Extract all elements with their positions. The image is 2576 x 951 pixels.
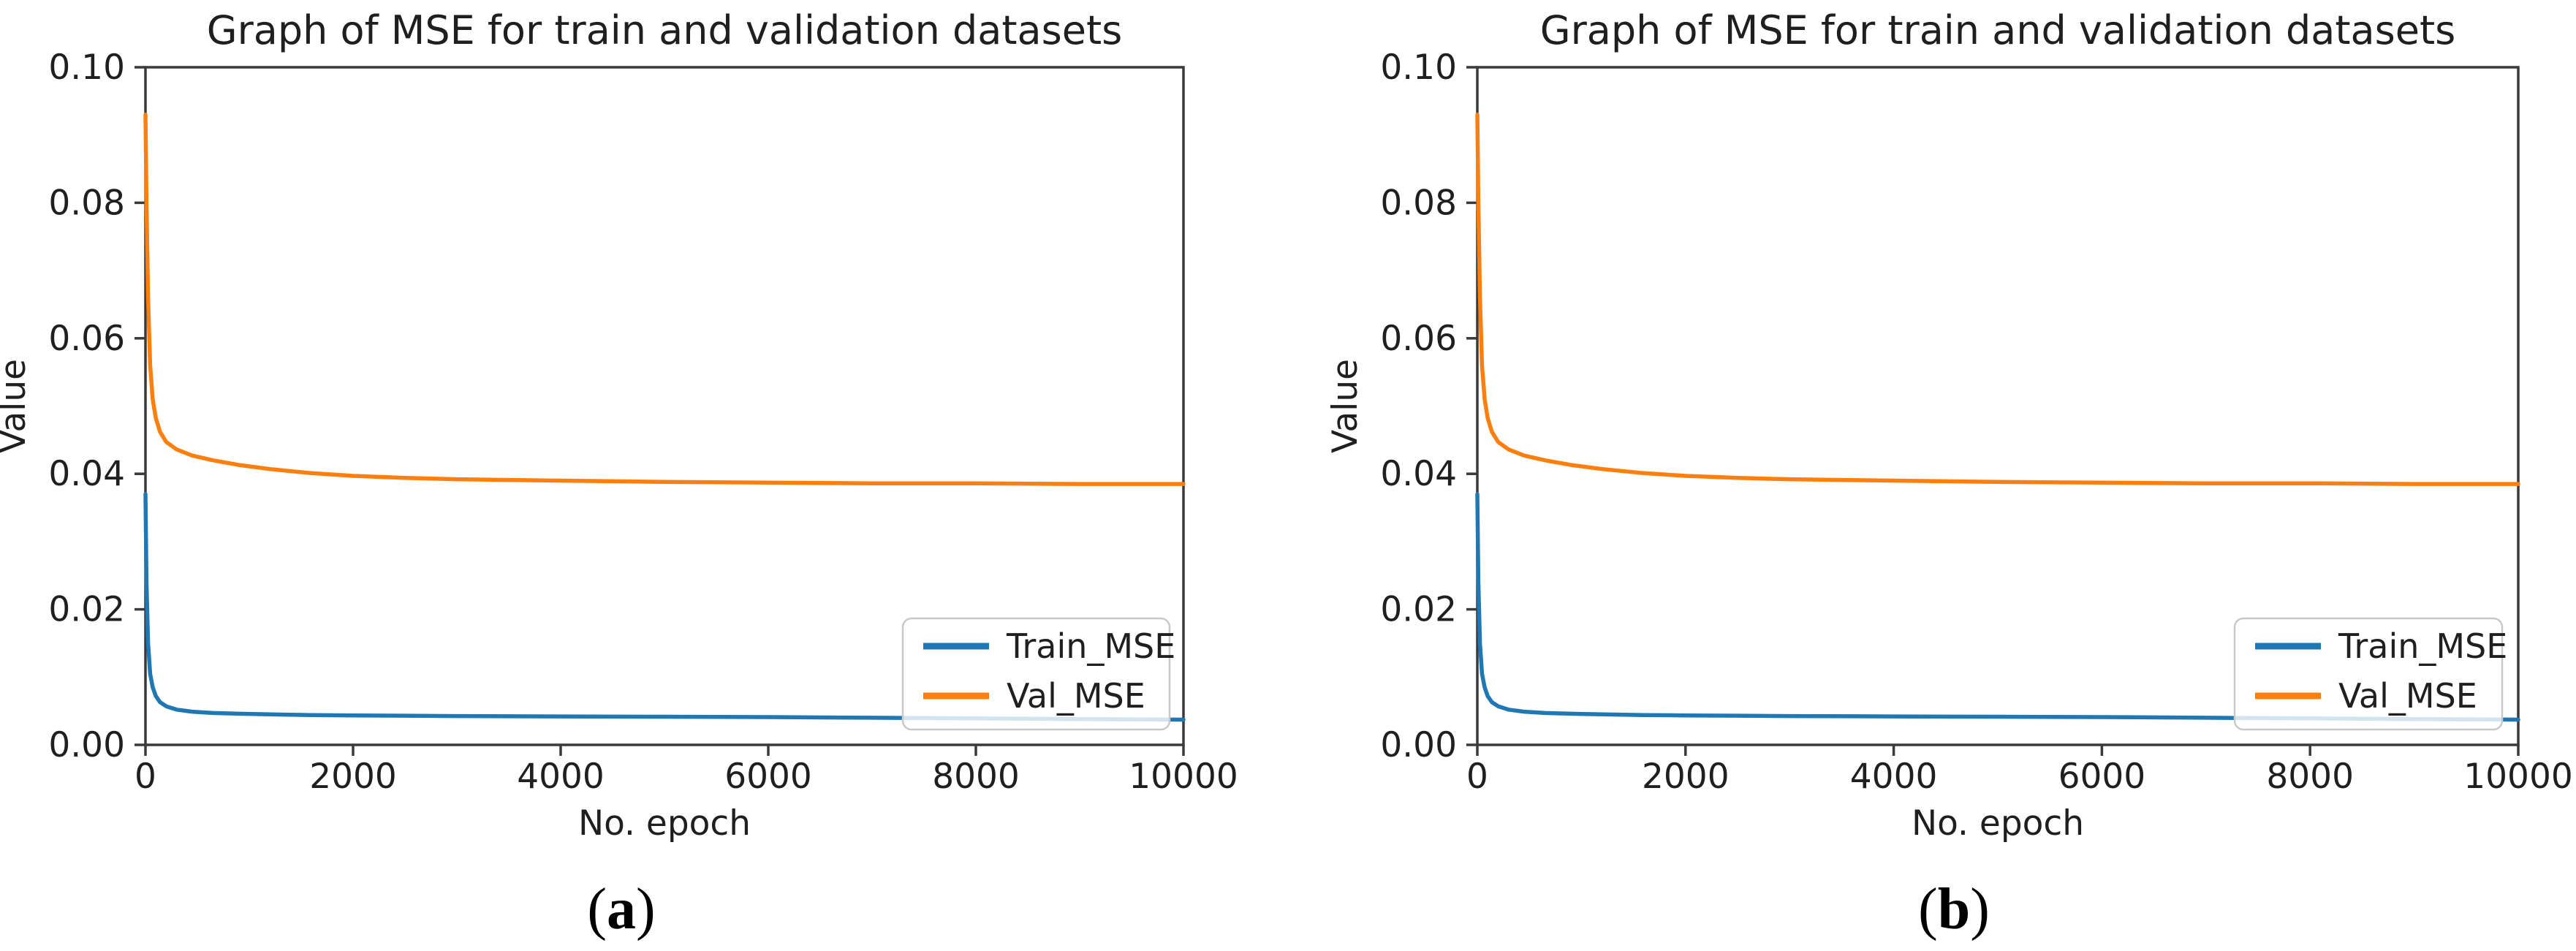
x-axis-label: No. epoch	[1912, 803, 2084, 844]
legend: Train_MSE Val_MSE	[2233, 617, 2507, 731]
y-tick-label: 0.04	[48, 454, 125, 494]
series-lines	[1475, 113, 2520, 722]
x-tick-label: 6000	[2058, 757, 2146, 797]
legend-val-label: Val_MSE	[2338, 676, 2477, 716]
x-axis-label: No. epoch	[578, 803, 751, 844]
panel-a: 0 2000 4000 6000 8000 10000 0.00 0.02 0.04 0.06 0.…	[0, 7, 1238, 941]
chart-title: Graph of MSE for train and validation da…	[207, 7, 1123, 53]
y-tick-label: 0.02	[1380, 590, 1457, 630]
x-tick-label: 0	[1466, 757, 1488, 797]
y-tick-label: 0.06	[1380, 319, 1457, 359]
legend-val-label: Val_MSE	[1007, 676, 1145, 716]
y-tick-label: 0.04	[1380, 454, 1457, 494]
panel-caption-b: (b)	[1918, 877, 1990, 941]
panel-caption-a: (a)	[587, 877, 655, 941]
x-tick-label: 8000	[932, 757, 1020, 797]
plot-frame	[144, 66, 1185, 746]
x-tick-label: 10000	[1129, 757, 1238, 797]
y-tick-label: 0.02	[48, 590, 125, 630]
val-mse-line	[143, 113, 1186, 486]
legend-train-label: Train_MSE	[1006, 626, 1175, 666]
train-mse-line	[1475, 492, 2520, 722]
legend: Train_MSE Val_MSE	[901, 617, 1175, 731]
x-tick-label: 10000	[2463, 757, 2573, 797]
panel-b: 0 2000 4000 6000 8000 10000 0.00 0.02 0.04 0.06 0.…	[1288, 0, 2576, 951]
val-mse-line	[1475, 113, 2520, 486]
series-lines	[143, 113, 1186, 722]
y-tick-label: 0.00	[1380, 725, 1457, 765]
y-axis-label: Value	[1325, 359, 1365, 453]
x-tick-label: 6000	[724, 757, 812, 797]
x-tick-label: 0	[135, 757, 156, 797]
x-tick-label: 4000	[1850, 757, 1938, 797]
y-tick-label: 0.06	[48, 319, 125, 359]
x-tick-label: 4000	[517, 757, 605, 797]
chart-title: Graph of MSE for train and validation da…	[1540, 7, 2456, 53]
legend-train-label: Train_MSE	[2338, 626, 2507, 666]
axis-ticks: 0 2000 4000 6000 8000 10000 0.00 0.02 0.04 0.06 0.…	[1380, 48, 2572, 797]
y-tick-label: 0.00	[48, 725, 125, 765]
train-mse-line	[143, 492, 1186, 722]
x-tick-label: 2000	[1642, 757, 1730, 797]
y-tick-label: 0.10	[48, 48, 125, 88]
y-tick-label: 0.10	[1380, 48, 1457, 88]
y-tick-label: 0.08	[1380, 183, 1457, 223]
y-tick-label: 0.08	[48, 183, 125, 223]
mse-chart-a-svg: 0 2000 4000 6000 8000 10000 0.00 0.02 0.04 0.06 0.…	[0, 7, 1238, 941]
x-tick-label: 8000	[2266, 757, 2354, 797]
mse-chart-b-svg: 0 2000 4000 6000 8000 10000 0.00 0.02 0.04 0.06 0.…	[1325, 7, 2573, 941]
x-tick-label: 2000	[309, 757, 397, 797]
y-axis-label: Value	[0, 359, 34, 453]
axis-ticks: 0 2000 4000 6000 8000 10000 0.00 0.02 0.04 0.06 0.…	[48, 48, 1238, 797]
plot-frame	[1476, 66, 2520, 746]
